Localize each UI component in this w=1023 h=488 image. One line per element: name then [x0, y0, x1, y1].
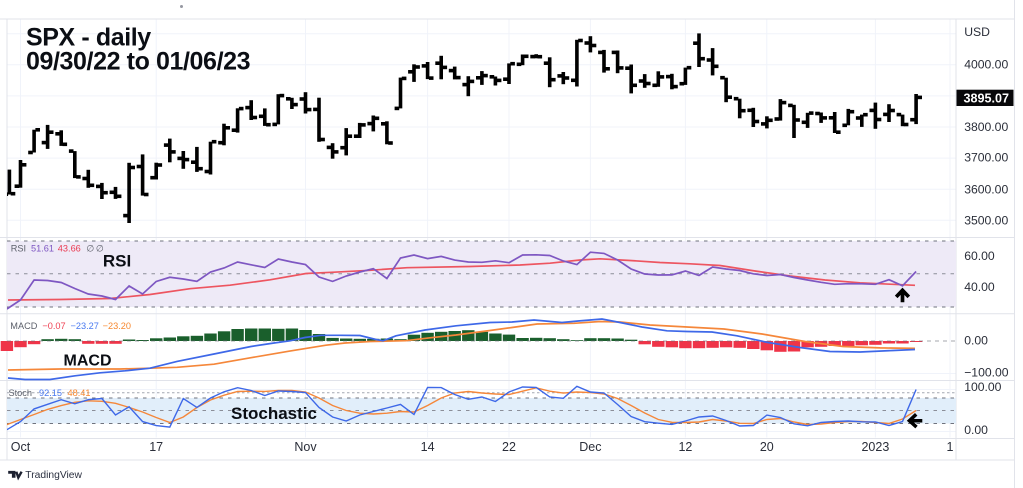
svg-text:−0.07: −0.07: [42, 321, 65, 331]
svg-text:∅: ∅: [86, 243, 94, 253]
svg-text:Nov: Nov: [294, 440, 317, 454]
svg-text:Stoch: Stoch: [9, 388, 33, 398]
svg-text:14: 14: [421, 440, 435, 454]
svg-text:Oct: Oct: [11, 440, 31, 454]
svg-text:TradingView: TradingView: [25, 470, 82, 481]
svg-text:0.00: 0.00: [964, 423, 988, 437]
svg-text:09/30/22 to 01/06/23: 09/30/22 to 01/06/23: [26, 48, 250, 76]
svg-text:92.15: 92.15: [39, 388, 62, 398]
svg-text:∅: ∅: [96, 243, 104, 253]
svg-text:3895.07: 3895.07: [964, 92, 1010, 106]
svg-text:2023: 2023: [861, 440, 889, 454]
svg-text:51.61: 51.61: [31, 243, 54, 253]
svg-text:17: 17: [149, 440, 163, 454]
svg-text:100.00: 100.00: [964, 380, 1001, 394]
svg-text:RSI: RSI: [11, 243, 26, 253]
svg-text:3700.00: 3700.00: [964, 151, 1008, 165]
svg-text:−23.20: −23.20: [103, 321, 131, 331]
svg-text:40.00: 40.00: [964, 280, 995, 294]
svg-text:MACD: MACD: [10, 321, 37, 331]
svg-text:−23.27: −23.27: [71, 321, 99, 331]
svg-text:48.41: 48.41: [68, 388, 91, 398]
svg-text:MACD: MACD: [64, 353, 112, 370]
svg-text:3600.00: 3600.00: [964, 182, 1008, 196]
svg-text:43.66: 43.66: [58, 243, 81, 253]
svg-text:−100.00: −100.00: [964, 366, 1009, 380]
svg-text:Dec: Dec: [579, 440, 601, 454]
svg-text:3500.00: 3500.00: [964, 214, 1008, 228]
svg-text:SPX - daily: SPX - daily: [26, 24, 151, 52]
svg-text:12: 12: [678, 440, 692, 454]
svg-text:Stochastic: Stochastic: [231, 404, 317, 423]
svg-text:1: 1: [947, 440, 954, 454]
svg-text:60.00: 60.00: [964, 249, 995, 263]
svg-text:20: 20: [760, 440, 774, 454]
svg-text:RSI: RSI: [103, 252, 131, 271]
svg-text:3800.00: 3800.00: [964, 120, 1008, 134]
svg-text:0.00: 0.00: [964, 333, 988, 347]
svg-text:4000.00: 4000.00: [964, 58, 1008, 72]
svg-text:22: 22: [502, 440, 516, 454]
svg-text:USD: USD: [964, 25, 990, 39]
